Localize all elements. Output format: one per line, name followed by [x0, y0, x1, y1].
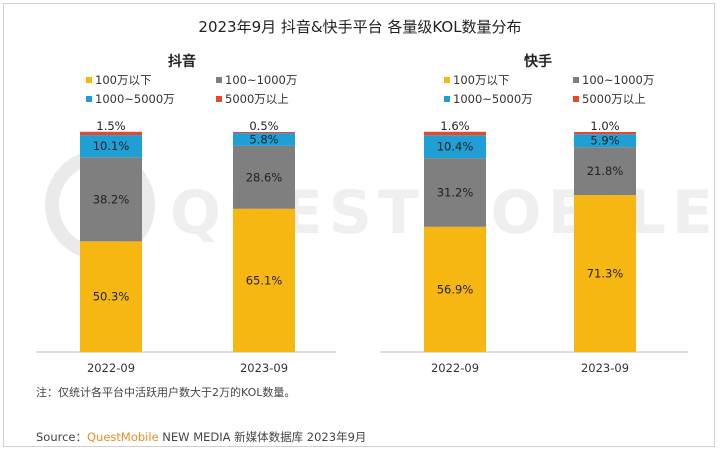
data-label-kuaishou-0-3: 1.6%: [440, 119, 469, 133]
panel-title-douyin: 抖音: [168, 53, 196, 70]
x-tick-label-douyin-1: 2023-09: [240, 361, 288, 375]
legend-label-douyin-1: 100~1000万: [225, 73, 297, 87]
chart-title: 2023年9月 抖音&快手平台 各量级KOL数量分布: [198, 18, 522, 36]
bar-kuaishou-0-2: [424, 135, 486, 159]
legend-swatch-douyin-0: [86, 77, 92, 83]
x-tick-label-douyin-0: 2022-09: [87, 361, 135, 375]
bar-kuaishou-0-3: [424, 131, 486, 136]
data-label-douyin-1-3: 0.5%: [249, 119, 278, 133]
bar-kuaishou-0-1: [424, 158, 486, 227]
legend-swatch-kuaishou-0: [444, 77, 450, 83]
source-label: Source：: [36, 430, 87, 444]
data-label-kuaishou-0-2: 10.4%: [437, 140, 474, 154]
source-text: NEW MEDIA 新媒体数据库 2023年9月: [158, 430, 367, 444]
source-line: Source：QuestMobile NEW MEDIA 新媒体数据库 2023…: [36, 429, 366, 445]
legend-label-kuaishou-0: 100万以下: [453, 73, 509, 87]
x-tick-label-kuaishou-1: 2023-09: [581, 361, 629, 375]
bar-kuaishou-1-1: [574, 147, 636, 196]
x-tick-label-kuaishou-0: 2022-09: [431, 361, 479, 375]
legend-label-douyin-0: 100万以下: [95, 73, 151, 87]
data-label-kuaishou-1-1: 21.8%: [587, 164, 624, 178]
bar-kuaishou-1-0: [574, 195, 636, 352]
legend-swatch-douyin-3: [216, 96, 222, 102]
bar-kuaishou-1-2: [574, 134, 636, 148]
data-label-kuaishou-1-0: 71.3%: [587, 267, 624, 281]
data-label-douyin-0-3: 1.5%: [96, 119, 125, 133]
data-label-kuaishou-0-1: 31.2%: [437, 186, 474, 200]
legend-swatch-douyin-2: [86, 96, 92, 102]
legend-label-kuaishou-3: 5000万以上: [582, 92, 646, 106]
bar-kuaishou-0-0: [424, 226, 486, 352]
bar-douyin-0-1: [80, 157, 142, 242]
bar-douyin-1-1: [233, 145, 295, 209]
data-label-douyin-1-2: 5.8%: [249, 132, 278, 146]
legend-label-douyin-3: 5000万以上: [225, 92, 289, 106]
legend-swatch-douyin-1: [216, 77, 222, 83]
data-label-douyin-1-1: 28.6%: [246, 170, 283, 184]
bar-douyin-0-2: [80, 135, 142, 158]
data-label-douyin-0-1: 38.2%: [93, 192, 130, 206]
bar-douyin-0-3: [80, 131, 142, 136]
source-brand: QuestMobile: [87, 430, 159, 444]
data-label-kuaishou-1-2: 5.9%: [590, 134, 619, 148]
legend-swatch-kuaishou-1: [573, 77, 579, 83]
data-label-douyin-0-0: 50.3%: [93, 290, 130, 304]
data-label-kuaishou-0-0: 56.9%: [437, 282, 474, 296]
bar-douyin-1-2: [233, 133, 295, 146]
panel-title-kuaishou: 快手: [524, 53, 552, 70]
bar-douyin-0-0: [80, 241, 142, 352]
legend-swatch-kuaishou-2: [444, 96, 450, 102]
legend-swatch-kuaishou-3: [573, 96, 579, 102]
data-label-douyin-0-2: 10.1%: [93, 139, 130, 153]
data-label-douyin-1-0: 65.1%: [246, 273, 283, 287]
bar-douyin-1-0: [233, 208, 295, 352]
data-label-kuaishou-1-3: 1.0%: [590, 119, 619, 133]
footnote: 注：仅统计各平台中活跃用户数大于2万的KOL数量。: [36, 386, 296, 399]
bar-kuaishou-1-3: [574, 132, 636, 135]
bar-douyin-1-3: [233, 132, 295, 134]
legend-label-douyin-2: 1000~5000万: [95, 92, 175, 106]
legend-label-kuaishou-2: 1000~5000万: [453, 92, 533, 106]
legend-label-kuaishou-1: 100~1000万: [582, 73, 654, 87]
